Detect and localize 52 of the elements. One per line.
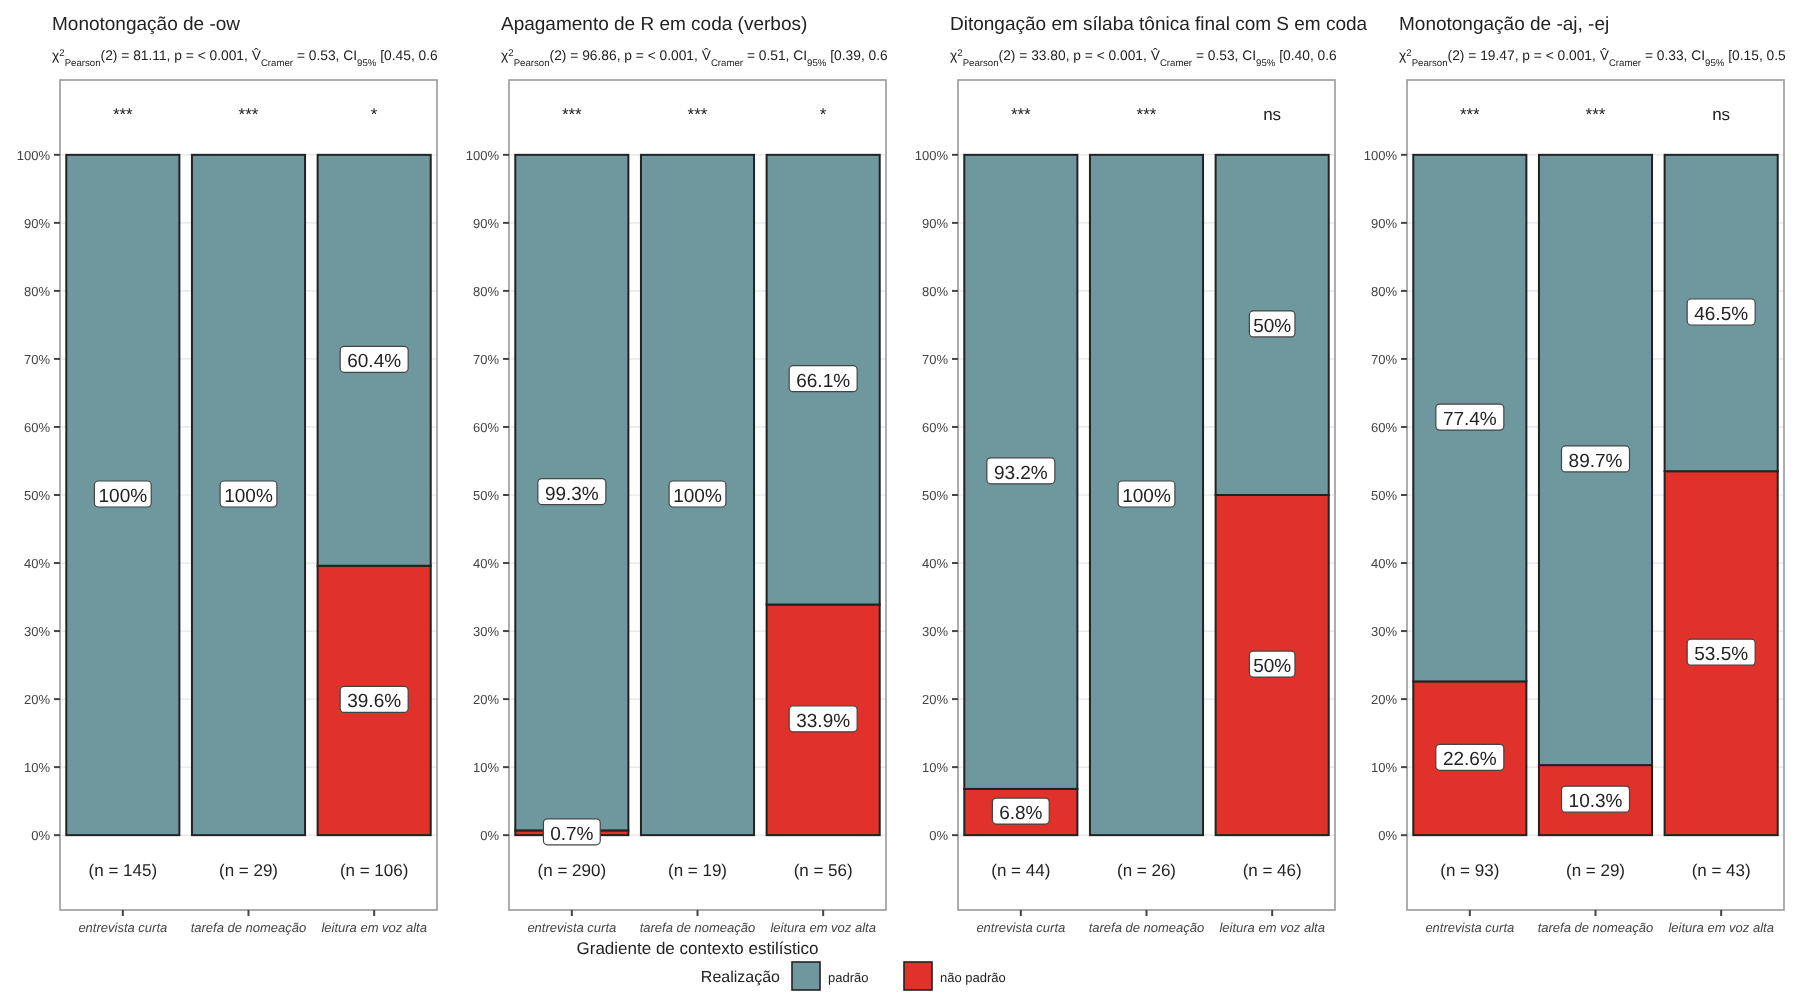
data-label: 100% [1122,486,1172,508]
chart-title: Ditongação em sílaba tônica final com S em coda [950,14,1369,36]
annotation: (n = 44) [991,860,1051,880]
annotation: ns [1712,104,1731,124]
annotation: * [370,104,379,124]
annotation: *** [1010,104,1033,124]
chart-title: Monotongação de -ow [52,14,241,36]
annotation: (n = 19) [667,860,728,880]
data-label: 100% [98,486,149,508]
annotation: (n = 46) [1242,860,1303,880]
data-label: 77.4% [1442,409,1498,432]
data-label: 100% [224,486,274,508]
data-label: 66.1% [796,370,852,393]
annotation: *** [687,104,709,124]
annotation: (n = 93) [1440,860,1500,880]
annotation: (n = 290) [537,860,607,880]
data-label: 22.6% [1442,749,1498,772]
annotation: *** [112,104,135,124]
data-label: 89.7% [1568,450,1624,473]
data-label: 0.7% [550,823,595,846]
annotation: *** [1459,104,1482,124]
data-label: 46.5% [1694,304,1750,327]
chart-title: Apagamento de R em coda (verbos) [501,14,808,36]
data-label: 93.2% [993,462,1049,485]
annotation: (n = 56) [793,860,854,880]
annotation: (n = 43) [1691,860,1752,880]
annotation: (n = 29) [218,860,279,880]
bar [639,153,756,837]
data-label: 39.6% [347,691,403,714]
data-label: 60.4% [347,351,403,374]
data-label: 50% [1253,315,1293,338]
data-label: 10.3% [1568,791,1624,814]
annotation: *** [561,104,584,124]
annotation: *** [238,104,260,124]
annotation: (n = 26) [1116,860,1177,880]
annotation: * [819,104,828,124]
annotation: ns [1263,104,1282,124]
data-label: 33.9% [796,710,852,733]
chart-title: Monotongação de -aj, -ej [1399,14,1610,36]
data-label: 6.8% [999,803,1044,826]
annotation: (n = 29) [1565,860,1626,880]
annotation: (n = 106) [339,860,409,880]
data-label: 53.5% [1694,644,1750,667]
data-label: 99.3% [544,483,600,506]
data-label: 50% [1253,656,1293,679]
bar [1088,153,1205,837]
annotation: *** [1136,104,1158,124]
annotation: (n = 145) [88,860,158,880]
annotation: *** [1585,104,1607,124]
legend-title: Realização [700,968,782,986]
x-axis-title: Gradiente de contexto estilístico [576,938,819,958]
data-label: 100% [673,486,723,508]
